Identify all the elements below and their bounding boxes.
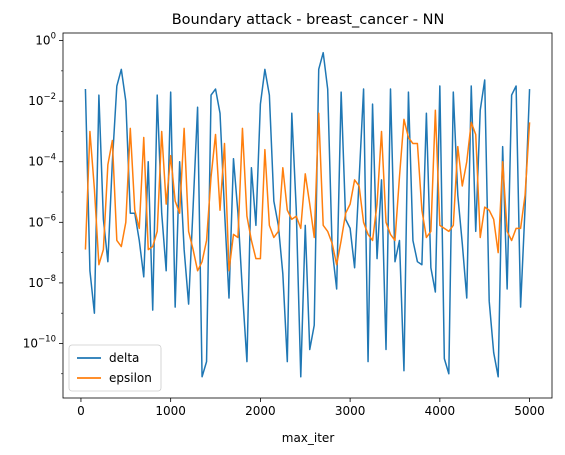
x-tick-label: 3000 [335,404,366,418]
x-tick-label: 1000 [155,404,186,418]
y-tick-label: 10−2 [28,92,56,108]
x-tick-label: 0 [77,404,85,418]
legend-box [68,344,162,392]
series-line-delta [84,51,531,378]
x-axis-label: max_iter [282,431,335,445]
x-tick-label: 4000 [425,404,456,418]
x-tick-label: 2000 [245,404,276,418]
legend: delta epsilon [68,344,162,392]
axes-frame [62,32,553,399]
series-line-epsilon [84,109,531,272]
y-axis: 100 10−2 10−4 10−6 10−8 10−10 [23,32,63,375]
y-tick-label: 10−10 [23,334,56,350]
plot-area [84,51,531,378]
x-tick-label: 5000 [514,404,545,418]
y-tick-label: 10−8 [28,274,56,290]
y-tick-label: 10−6 [28,213,56,229]
chart-title: Boundary attack - breast_cancer - NN [172,12,445,28]
y-tick-label: 10−4 [28,153,56,169]
x-axis: 0 1000 2000 3000 4000 5000 [77,398,545,418]
y-tick-label: 100 [35,32,56,48]
legend-label-delta: delta [109,351,139,365]
legend-label-epsilon: epsilon [109,371,152,385]
